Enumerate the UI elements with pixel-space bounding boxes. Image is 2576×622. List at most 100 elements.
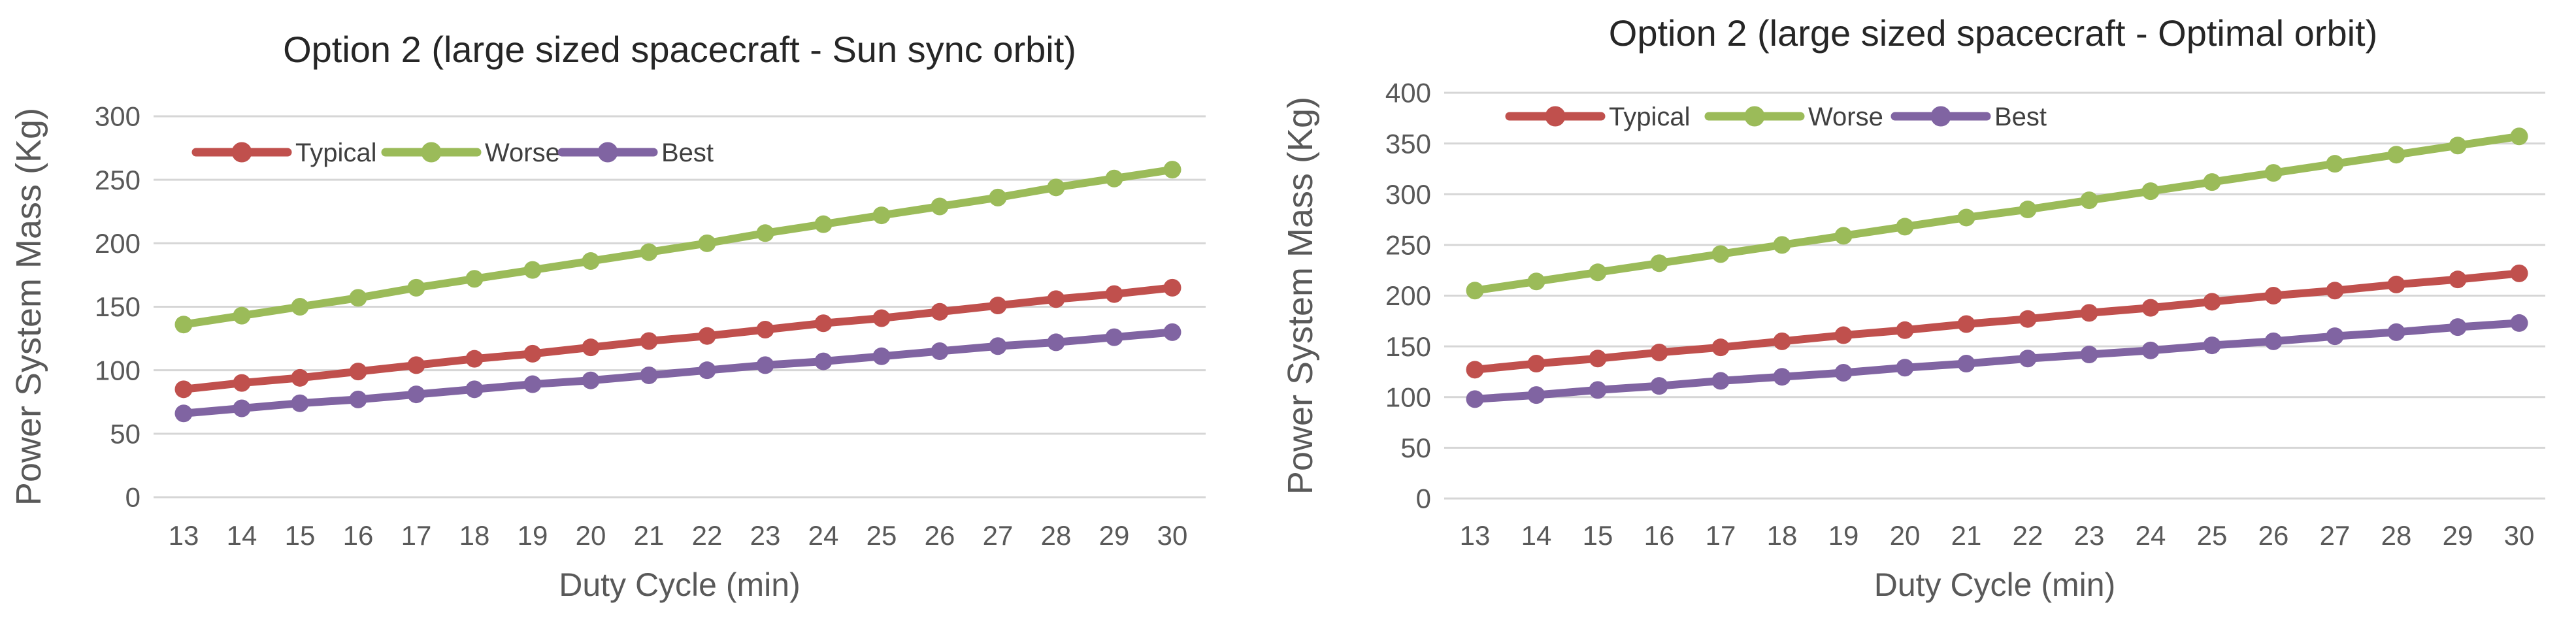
x-tick-label: 20 — [576, 520, 606, 551]
data-point-typical-x22 — [698, 327, 716, 345]
x-tick-label: 28 — [1041, 520, 1072, 551]
data-point-best-x20 — [582, 371, 600, 389]
data-point-typical-x21 — [640, 332, 658, 350]
data-point-worse-x23 — [2080, 191, 2098, 210]
legend-item-worse: Worse — [1704, 103, 1883, 131]
data-point-best-x13 — [174, 404, 193, 423]
data-point-typical-x23 — [756, 320, 774, 338]
legend-label: Typical — [1609, 103, 1691, 131]
x-tick-label: 19 — [518, 520, 548, 551]
data-point-worse-x15 — [291, 298, 309, 316]
data-point-worse-x22 — [698, 234, 716, 252]
series-line-typical — [180, 284, 1176, 393]
data-point-best-x30 — [2510, 314, 2528, 332]
data-point-best-x24 — [814, 352, 833, 370]
chart-title: Option 2 (large sized spacecraft - Optim… — [1609, 12, 2377, 54]
legend-label: Worse — [485, 139, 560, 167]
data-point-typical-x25 — [2203, 293, 2221, 311]
data-point-typical-x13 — [174, 380, 193, 399]
x-tick-label: 29 — [1099, 520, 1130, 551]
chart-svg: 0 50 100 150 200 250 300 13 14 15 16 17 18 19 20 21 22 23… — [9, 29, 1206, 603]
data-point-best-x18 — [1773, 368, 1791, 386]
x-tick-label: 30 — [1157, 520, 1188, 551]
data-point-worse-x13 — [1466, 282, 1484, 300]
series-line-worse — [180, 165, 1176, 329]
data-point-typical-x22 — [2019, 310, 2037, 328]
x-tick-label: 19 — [1828, 520, 1859, 551]
data-point-worse-x15 — [1589, 263, 1607, 282]
y-tick-label: 50 — [1400, 433, 1431, 463]
data-point-worse-x27 — [989, 188, 1007, 206]
data-point-worse-x13 — [174, 316, 193, 334]
x-tick-label: 25 — [2197, 520, 2228, 551]
x-tick-label: 14 — [227, 520, 257, 551]
y-tick-label: 100 — [1385, 382, 1431, 412]
data-point-typical-x15 — [1589, 350, 1607, 368]
data-point-typical-x16 — [349, 363, 367, 381]
data-point-best-x26 — [2264, 332, 2283, 350]
x-tick-label: 14 — [1521, 520, 1552, 551]
data-point-best-x29 — [2449, 318, 2467, 336]
data-point-typical-x16 — [1650, 343, 1668, 361]
data-point-best-x20 — [1896, 359, 1914, 377]
data-point-typical-x27 — [989, 297, 1007, 315]
chart-optimal-orbit: 0 50 100 150 200 250 300 350 400 13 14 15 16 17 18 19 20… — [1274, 0, 2576, 622]
data-point-typical-x15 — [291, 368, 309, 387]
legend-item-worse: Worse — [381, 139, 560, 167]
x-tick-label: 27 — [983, 520, 1014, 551]
data-point-worse-x16 — [1650, 254, 1668, 272]
legend-label: Worse — [1808, 103, 1883, 131]
x-tick-label: 18 — [1767, 520, 1798, 551]
x-tick-label: 15 — [1583, 520, 1613, 551]
data-point-worse-x26 — [2264, 164, 2283, 182]
legend-marker-icon — [231, 142, 252, 163]
data-point-typical-x18 — [1773, 332, 1791, 350]
data-point-best-x21 — [1957, 355, 1975, 373]
x-tick-label: 16 — [1644, 520, 1675, 551]
legend-item-typical: Typical — [1505, 103, 1691, 131]
y-axis-title: Power System Mass (Kg) — [1281, 97, 1320, 495]
x-tick-label: 20 — [1890, 520, 1921, 551]
y-tick-label: 200 — [95, 228, 140, 259]
y-tick-label: 300 — [1385, 179, 1431, 210]
legend-item-best: Best — [1891, 103, 2047, 131]
data-point-typical-x23 — [2080, 304, 2098, 322]
data-point-worse-x28 — [2387, 146, 2405, 164]
data-point-best-x13 — [1466, 390, 1484, 408]
data-point-typical-x29 — [2449, 270, 2467, 289]
data-point-best-x28 — [1047, 333, 1065, 352]
data-point-typical-x25 — [872, 309, 891, 327]
y-tick-label: 150 — [95, 291, 140, 322]
data-point-best-x24 — [2141, 341, 2160, 359]
x-tick-label: 17 — [1706, 520, 1736, 551]
x-tick-label: 16 — [343, 520, 374, 551]
legend-marker-icon — [1744, 106, 1765, 127]
data-point-best-x29 — [1105, 328, 1123, 346]
data-point-best-x16 — [1650, 377, 1668, 395]
chart-title: Option 2 (large sized spacecraft - Sun s… — [283, 29, 1076, 70]
data-point-worse-x14 — [233, 306, 251, 325]
x-tick-label: 23 — [2074, 520, 2105, 551]
data-point-typical-x13 — [1466, 361, 1484, 379]
data-point-typical-x24 — [814, 314, 833, 333]
legend-label: Typical — [295, 139, 377, 167]
data-point-typical-x29 — [1105, 285, 1123, 303]
x-tick-label: 26 — [925, 520, 955, 551]
legend-marker-icon — [597, 142, 618, 163]
series-line-typical — [1471, 269, 2523, 374]
y-tick-label: 300 — [95, 101, 140, 132]
data-point-worse-x24 — [814, 215, 833, 233]
data-point-best-x16 — [349, 390, 367, 408]
y-tick-label: 0 — [125, 482, 140, 513]
data-point-best-x15 — [291, 394, 309, 412]
data-point-worse-x20 — [1896, 218, 1914, 236]
data-point-typical-x30 — [2510, 264, 2528, 282]
data-point-worse-x25 — [2203, 173, 2221, 191]
legend-label: Best — [661, 139, 714, 167]
legend-marker-icon — [1930, 106, 1951, 127]
data-point-best-x28 — [2387, 323, 2405, 341]
y-tick-label: 200 — [1385, 280, 1431, 311]
data-point-worse-x16 — [349, 289, 367, 307]
x-tick-label: 23 — [750, 520, 781, 551]
data-point-best-x19 — [1834, 363, 1853, 382]
